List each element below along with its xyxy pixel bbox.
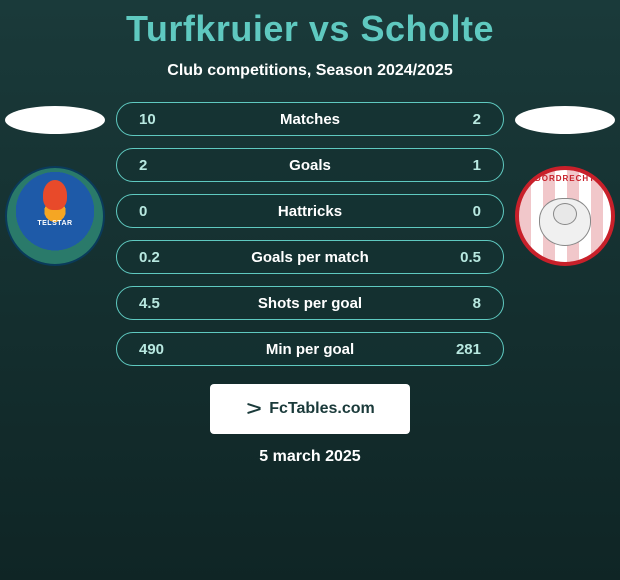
stat-row-goals: 2 Goals 1 [116, 148, 504, 182]
comparison-card: Turfkruier vs Scholte Club competitions,… [0, 0, 620, 466]
right-player-photo-placeholder [515, 106, 615, 134]
stat-right-value: 8 [441, 295, 481, 312]
right-player-col: DORDRECHT [510, 102, 620, 266]
stat-row-hattricks: 0 Hattricks 0 [116, 194, 504, 228]
left-player-photo-placeholder [5, 106, 105, 134]
comparison-date: 5 march 2025 [116, 448, 504, 466]
fctables-badge[interactable]: FcTables.com [210, 384, 410, 434]
stat-label: Min per goal [266, 341, 354, 358]
dordrecht-arc-text: DORDRECHT [519, 174, 611, 183]
page-subtitle: Club competitions, Season 2024/2025 [0, 62, 620, 80]
stat-left-value: 0 [139, 203, 179, 220]
left-player-col [0, 102, 110, 266]
stat-row-goals-per-match: 0.2 Goals per match 0.5 [116, 240, 504, 274]
stat-right-value: 281 [441, 341, 481, 358]
stat-right-value: 1 [441, 157, 481, 174]
fctables-logo-icon [245, 400, 263, 418]
page-title: Turfkruier vs Scholte [0, 8, 620, 50]
stat-left-value: 2 [139, 157, 179, 174]
stat-right-value: 0 [441, 203, 481, 220]
stat-left-value: 490 [139, 341, 179, 358]
stat-row-shots-per-goal: 4.5 Shots per goal 8 [116, 286, 504, 320]
stat-label: Hattricks [278, 203, 342, 220]
stat-left-value: 10 [139, 111, 179, 128]
dordrecht-club-logo: DORDRECHT [515, 166, 615, 266]
stat-label: Goals per match [251, 249, 369, 266]
main-row: 10 Matches 2 2 Goals 1 0 Hattricks 0 0.2… [0, 102, 620, 466]
stat-label: Matches [280, 111, 340, 128]
stat-label: Goals [289, 157, 331, 174]
stat-right-value: 2 [441, 111, 481, 128]
stat-left-value: 4.5 [139, 295, 179, 312]
stat-left-value: 0.2 [139, 249, 179, 266]
stat-label: Shots per goal [258, 295, 362, 312]
telstar-club-logo [5, 166, 105, 266]
dordrecht-sheep-icon [539, 198, 591, 246]
stat-row-matches: 10 Matches 2 [116, 102, 504, 136]
stat-row-min-per-goal: 490 Min per goal 281 [116, 332, 504, 366]
stat-right-value: 0.5 [441, 249, 481, 266]
stats-column: 10 Matches 2 2 Goals 1 0 Hattricks 0 0.2… [110, 102, 510, 466]
fctables-badge-text: FcTables.com [269, 400, 375, 418]
